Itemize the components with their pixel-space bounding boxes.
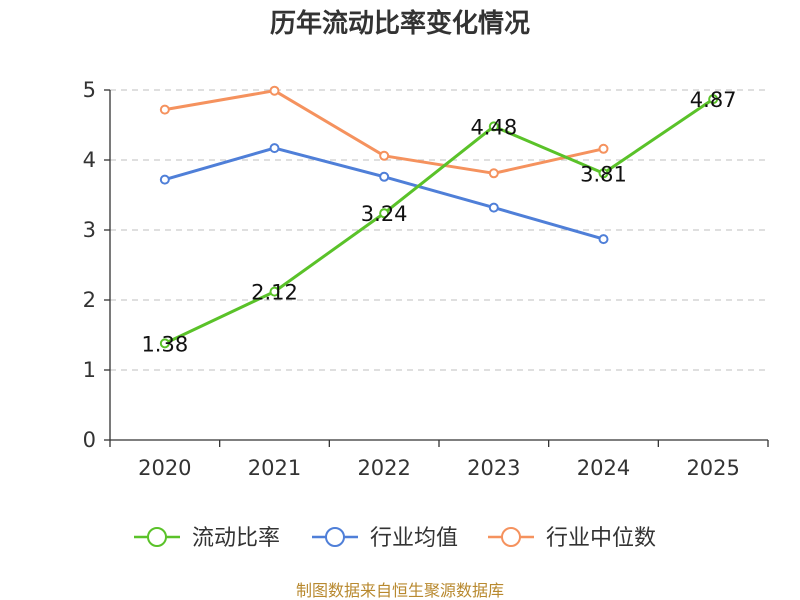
data-point bbox=[159, 104, 170, 115]
data-label: 3.24 bbox=[361, 202, 408, 226]
data-point bbox=[269, 286, 280, 297]
y-tick-label: 4 bbox=[83, 148, 96, 172]
legend: 流动比率 行业均值 行业中位数 bbox=[134, 526, 656, 551]
x-tick-label: 2022 bbox=[357, 456, 410, 480]
chart-title: 历年流动比率变化情况 bbox=[270, 8, 530, 39]
data-point bbox=[488, 168, 499, 179]
legend-marker bbox=[325, 527, 345, 547]
data-point bbox=[708, 94, 719, 105]
x-tick-label: 2025 bbox=[686, 456, 739, 480]
x-tick-label: 2023 bbox=[467, 456, 520, 480]
data-point bbox=[488, 202, 499, 213]
data-point bbox=[159, 174, 170, 185]
y-tick-label: 5 bbox=[83, 78, 96, 102]
series-line bbox=[163, 97, 715, 345]
data-point bbox=[488, 121, 499, 132]
data-point bbox=[598, 168, 609, 179]
data-label: 2.12 bbox=[251, 281, 298, 305]
y-tick-label: 2 bbox=[83, 288, 96, 312]
y-tick-label: 1 bbox=[83, 358, 96, 382]
data-point bbox=[269, 143, 280, 154]
y-tick-label: 3 bbox=[83, 218, 96, 242]
data-label: 3.81 bbox=[580, 162, 627, 186]
legend-marker bbox=[147, 527, 167, 547]
data-label: 1.38 bbox=[141, 332, 188, 356]
data-point bbox=[379, 150, 390, 161]
legend-label: 流动比率 bbox=[192, 526, 280, 551]
data-labels: 1.38 2.12 3.24 4.48 3.81 4.87 bbox=[141, 88, 736, 356]
legend-label: 行业均值 bbox=[370, 526, 458, 551]
series-lines bbox=[159, 85, 719, 349]
axes: 0 1 2 3 4 5 2020 2021 2022 2023 2024 2025 bbox=[83, 78, 769, 480]
x-tick-label: 2020 bbox=[138, 456, 191, 480]
legend-marker bbox=[501, 527, 521, 547]
y-tick-label: 0 bbox=[83, 428, 96, 452]
data-label: 4.48 bbox=[470, 115, 517, 139]
x-tick-label: 2024 bbox=[577, 456, 630, 480]
data-label: 4.87 bbox=[690, 88, 737, 112]
source-note: 制图数据来自恒生聚源数据库 bbox=[296, 581, 504, 600]
data-point bbox=[598, 143, 609, 154]
grid-lines bbox=[110, 89, 768, 371]
data-point bbox=[159, 338, 170, 349]
x-tick-label: 2021 bbox=[248, 456, 301, 480]
data-point bbox=[269, 85, 280, 96]
data-point bbox=[598, 234, 609, 245]
data-point bbox=[379, 208, 390, 219]
data-point bbox=[379, 171, 390, 182]
legend-label: 行业中位数 bbox=[546, 526, 656, 551]
